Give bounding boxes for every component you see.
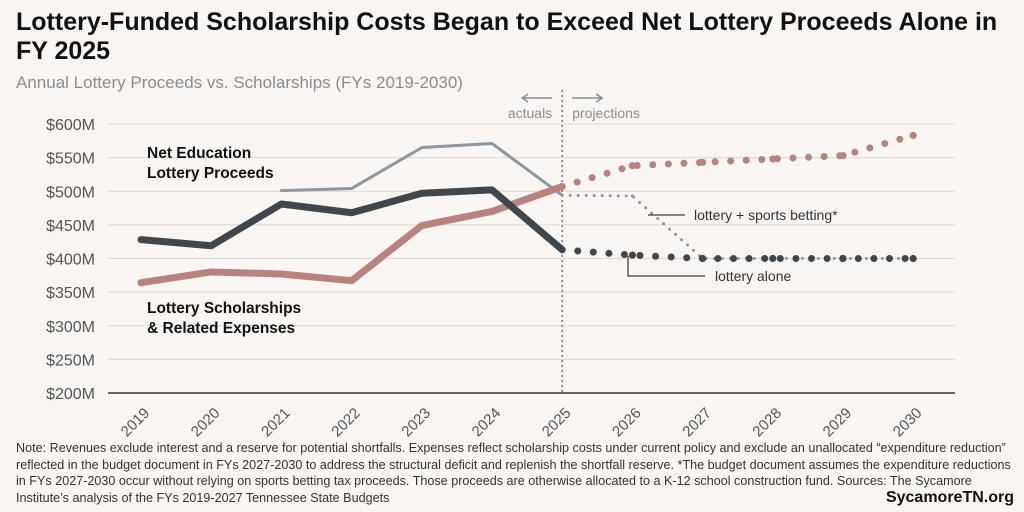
net-projected-point — [699, 254, 707, 263]
x-tick-label: 2020 — [188, 405, 224, 441]
y-tick-label: $300M — [46, 319, 95, 336]
sports-actual-line — [279, 142, 564, 197]
brand-logo: SycamoreTN.org — [885, 489, 1014, 506]
scholar-projected-point — [769, 155, 777, 163]
x-tick-label: 2029 — [820, 405, 856, 441]
sports-projected-line — [560, 193, 915, 260]
y-tick-label: $550M — [46, 151, 95, 168]
sports-betting-annotation: lottery + sports betting* — [694, 207, 838, 223]
y-tick-label: $400M — [46, 252, 95, 269]
projections-label: projections — [572, 105, 640, 121]
scholar-actual-line — [137, 183, 566, 287]
sports-projected-point — [630, 194, 634, 198]
arrow-left-icon — [520, 93, 553, 103]
scholar-series-label: & Related Expenses — [147, 320, 295, 337]
scholar-series-label: Lottery Scholarships — [147, 300, 301, 317]
x-tick-label: 2027 — [679, 405, 715, 441]
y-tick-label: $500M — [46, 184, 95, 201]
chart-note: Note: Revenues exclude interest and a re… — [16, 441, 1011, 505]
x-tick-label: 2028 — [749, 405, 785, 441]
scholar-projected-line — [558, 131, 917, 191]
y-tick-label: $350M — [46, 285, 95, 302]
net-projected-point — [769, 254, 777, 263]
net-series-label: Lottery Proceeds — [147, 165, 274, 182]
x-tick-label: 2019 — [118, 405, 154, 441]
chart-subtitle: Annual Lottery Proceeds vs. Scholarships… — [16, 73, 463, 92]
y-tick-label: $600M — [46, 117, 95, 134]
y-tick-label: $250M — [46, 352, 95, 369]
scholar-projected-point — [839, 152, 847, 160]
x-tick-label: 2026 — [609, 405, 645, 441]
x-tick-label: 2022 — [328, 405, 364, 441]
x-tick-label: 2023 — [398, 405, 434, 441]
scholar-projected-point — [699, 158, 707, 166]
net-projected-point — [628, 251, 637, 259]
x-tick-label: 2024 — [469, 405, 505, 441]
actuals-label: actuals — [508, 105, 552, 121]
x-tick-label: 2021 — [258, 405, 294, 441]
scholar-projected-point — [909, 131, 917, 140]
x-tick-label: 2025 — [539, 405, 575, 441]
net-projected-point — [909, 254, 917, 263]
y-tick-label: $450M — [46, 218, 95, 235]
net-series-label: Net Education — [147, 145, 251, 162]
net-actual-line — [137, 186, 566, 254]
net-projected-point — [839, 254, 847, 263]
lottery-alone-annotation: lottery alone — [715, 268, 791, 284]
annotation-leader — [627, 256, 705, 277]
scholar-projected-point — [628, 162, 637, 170]
chart-title: Lottery-Funded Scholarship Costs Began t… — [16, 8, 998, 65]
y-tick-label: $200M — [46, 386, 95, 403]
x-tick-label: 2030 — [890, 405, 926, 441]
arrow-right-icon — [572, 93, 604, 103]
